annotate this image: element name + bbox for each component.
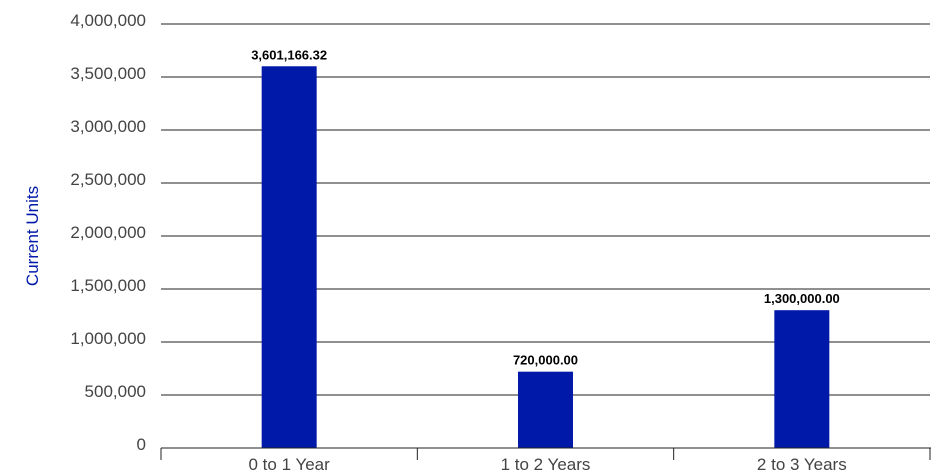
bar-value-label: 720,000.00: [513, 353, 578, 368]
y-tick-label: 2,500,000: [70, 170, 146, 189]
x-axis: 0 to 1 Year 1 to 2 Years 2 to 3 Years: [160, 447, 931, 473]
bar-value-label: 1,300,000.00: [764, 291, 840, 306]
y-tick-label: 1,000,000: [70, 329, 146, 348]
y-tick-label: 1,500,000: [70, 276, 146, 295]
bars: 3,601,166.32 720,000.00 1,300,000.00: [251, 47, 840, 448]
bar[interactable]: [261, 66, 317, 448]
y-tick-label: 0: [137, 435, 146, 454]
bar[interactable]: [518, 371, 573, 448]
x-tick-label: 2 to 3 Years: [757, 455, 847, 473]
bar-value-label: 3,601,166.32: [251, 47, 327, 62]
y-tick-label: 500,000: [85, 382, 146, 401]
y-tick-label: 3,000,000: [70, 117, 146, 136]
y-axis-ticks: 0 500,000 1,000,000 1,500,000 2,000,000 2,500…: [70, 11, 146, 454]
y-tick-label: 2,000,000: [70, 223, 146, 242]
bar[interactable]: [774, 310, 830, 448]
x-tick-label: 1 to 2 Years: [501, 455, 591, 473]
x-tick-label: 0 to 1 Year: [249, 455, 331, 473]
y-tick-label: 3,500,000: [70, 64, 146, 83]
y-tick-label: 4,000,000: [70, 11, 146, 30]
y-axis-title: Current Units: [23, 186, 42, 286]
